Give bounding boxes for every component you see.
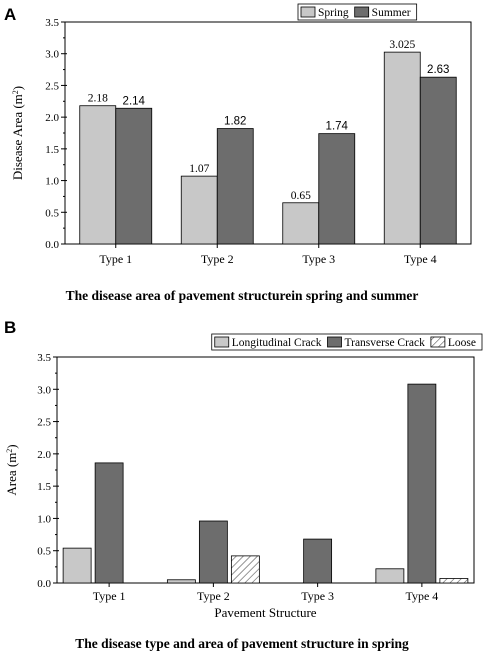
x-tick-label: Type 1 — [93, 589, 126, 603]
legend-swatch — [300, 6, 316, 18]
data-label: 0.65 — [291, 190, 311, 202]
y-axis-title: Area (m2) — [4, 444, 19, 495]
legend-label: Loose — [448, 337, 476, 349]
y-axis-title: Disease Area (m2) — [10, 86, 25, 180]
bar-transverse-crack — [198, 520, 228, 584]
y-tick-label: 1.0 — [45, 176, 59, 188]
legend-swatch — [327, 336, 342, 348]
bar-summer — [216, 128, 254, 245]
x-tick-label: Type 3 — [301, 589, 334, 603]
panel-letter: A — [4, 5, 16, 24]
x-tick-label: Type 4 — [404, 252, 437, 266]
y-tick-label: 1.5 — [45, 144, 59, 156]
x-tick-label: Type 1 — [99, 252, 132, 266]
y-tick-label: 3.0 — [45, 49, 59, 61]
bar-longitudinal-crack — [375, 568, 405, 584]
legend-swatch — [214, 336, 230, 348]
y-tick-label: 0.5 — [45, 207, 59, 219]
data-label: 2.63 — [427, 64, 449, 76]
bar-spring — [282, 202, 320, 245]
legend-label: Longitudinal Crack — [232, 337, 322, 349]
figure-caption: The disease area of pavement structurein… — [66, 288, 419, 303]
y-axis-title-superscript: 2 — [5, 449, 14, 453]
y-axis-title-end: ) — [4, 444, 19, 448]
y-tick-label: 3.5 — [37, 352, 51, 364]
data-label: 3.025 — [389, 39, 415, 51]
chart-panel-b: B 0.0 0.5 1.0 1.5 2.0 2.5 3.0 3.5 Area (m2) Type 1… — [4, 318, 483, 651]
bar-loose — [230, 555, 260, 584]
y-tick-label: 0.5 — [37, 546, 51, 558]
y-tick-label: 2.5 — [45, 80, 59, 92]
bar-transverse-crack — [303, 538, 333, 584]
legend-label: Transverse Crack — [345, 337, 426, 349]
bar-summer — [419, 76, 457, 245]
legend-label: Spring — [318, 7, 349, 19]
data-label: 1.07 — [189, 163, 209, 175]
x-tick-label: Type 3 — [302, 252, 335, 266]
legend-swatch — [430, 336, 446, 348]
panel-letter: B — [4, 318, 16, 337]
x-tick-label: Type 2 — [201, 252, 234, 266]
bar-loose — [439, 578, 469, 584]
bar-spring — [383, 51, 421, 245]
legend-swatch — [354, 6, 370, 18]
chart-panel-a: A 0.0 0.5 1.0 1.5 2.0 2.5 3.0 3.5 Disease Area (m… — [4, 3, 472, 303]
bar-summer — [115, 107, 153, 245]
data-label: 2.14 — [123, 95, 146, 107]
bar-transverse-crack — [94, 462, 124, 584]
y-tick-label: 0.0 — [37, 578, 51, 590]
y-tick-label: 2.5 — [37, 417, 51, 429]
bar-longitudinal-crack — [62, 547, 92, 584]
bar-spring — [180, 175, 218, 245]
y-tick-label: 3.0 — [37, 384, 51, 396]
x-tick-label: Type 4 — [405, 589, 438, 603]
bar-longitudinal-crack — [166, 579, 196, 584]
y-axis-title-text: Disease Area (m — [10, 94, 25, 180]
bar-transverse-crack — [407, 383, 437, 584]
y-tick-label: 3.5 — [45, 17, 59, 29]
data-label: 1.82 — [224, 116, 246, 128]
data-label: 1.74 — [326, 121, 349, 133]
figure-caption: The disease type and area of pavement st… — [75, 636, 409, 651]
bar-summer — [318, 133, 356, 245]
y-axis-title-text: Area (m — [4, 453, 19, 496]
legend-label: Summer — [372, 7, 411, 19]
data-label: 2.18 — [88, 93, 108, 105]
y-tick-label: 2.0 — [37, 449, 51, 461]
y-tick-label: 1.0 — [37, 513, 51, 525]
y-tick-label: 0.0 — [45, 239, 59, 251]
bar-spring — [79, 105, 117, 245]
y-axis-title-superscript: 2 — [11, 90, 20, 94]
x-axis-title: Pavement Structure — [214, 605, 316, 620]
legend-box — [211, 333, 483, 351]
y-tick-label: 1.5 — [37, 481, 51, 493]
x-tick-label: Type 2 — [197, 589, 230, 603]
y-tick-label: 2.0 — [45, 112, 59, 124]
y-axis-title-end: ) — [10, 86, 25, 90]
